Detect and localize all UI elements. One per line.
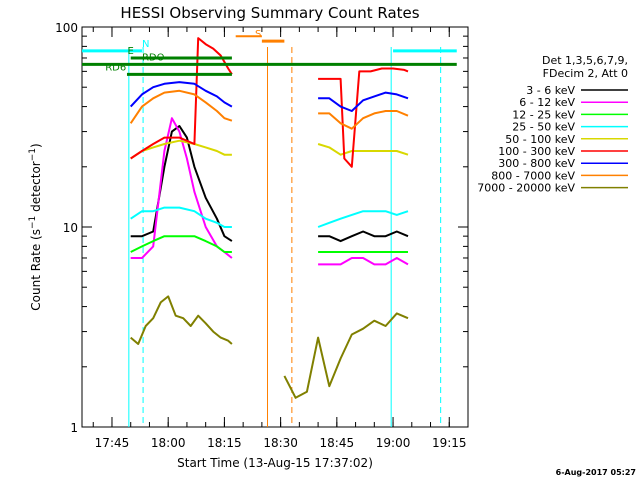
x-tick-label: 17:45	[95, 436, 130, 450]
series-line	[130, 235, 232, 253]
legend-entry-label: 7000 - 20000 keV	[477, 182, 575, 195]
legend-entry-label: 6 - 12 keV	[519, 96, 575, 109]
flag-label: S	[255, 29, 261, 40]
plot-area: NSRDORD6E	[81, 26, 469, 428]
flag-label: E	[128, 46, 134, 57]
series-line	[130, 125, 233, 242]
series-line	[130, 295, 233, 345]
series-line	[318, 257, 409, 266]
y-tick-label: 100	[55, 21, 78, 35]
legend-entry-label: 800 - 7000 keV	[491, 169, 575, 182]
y-tick-label: 10	[63, 221, 78, 235]
footer-timestamp: 6-Aug-2017 05:27	[556, 468, 636, 477]
legend-entry-label: 12 - 25 keV	[512, 108, 575, 121]
series-line	[129, 81, 233, 108]
legend-header-line-2: FDecim 2, Att 0	[543, 67, 628, 80]
y-tick-label: 1	[70, 421, 78, 435]
legend-entry-label: 25 - 50 keV	[512, 121, 575, 134]
x-tick-label: 18:30	[263, 436, 298, 450]
flag-label: N	[142, 39, 149, 50]
legend-header-line-1: Det 1,3,5,6,7,9,	[542, 54, 628, 67]
series-line	[130, 139, 232, 160]
plot-frame	[81, 26, 469, 428]
x-tick-label: 18:00	[151, 436, 186, 450]
series-line	[317, 210, 409, 228]
legend-entry-label: 300 - 800 keV	[498, 157, 575, 170]
legend-entry-label: 50 - 100 keV	[505, 133, 575, 146]
chart-title: HESSI Observing Summary Count Rates	[120, 4, 419, 22]
y-axis: 1 10 100	[55, 21, 468, 435]
series-line	[130, 206, 232, 228]
series-line	[283, 312, 409, 399]
x-axis-label: Start Time (13-Aug-15 17:37:02)	[177, 456, 373, 470]
series-line	[318, 91, 409, 112]
legend: Det 1,3,5,6,7,9, FDecim 2, Att 0 3 - 6 k…	[477, 54, 628, 195]
y-axis-label: Count Rate (s−1 detector−1)	[28, 143, 43, 310]
series-line	[318, 110, 409, 130]
x-tick-label: 18:45	[320, 436, 355, 450]
x-tick-label: 18:15	[207, 436, 242, 450]
x-axis: 17:45 18:00 18:15 18:30 18:45 19:00 19:15	[92, 27, 469, 450]
flag-label: RD6	[105, 62, 126, 73]
series-line	[129, 89, 233, 124]
series-line	[318, 67, 409, 168]
x-tick-label: 19:15	[432, 436, 467, 450]
series-line	[317, 143, 409, 156]
series-line	[318, 230, 409, 243]
legend-entry-label: 100 - 300 keV	[498, 145, 575, 158]
legend-entry-label: 3 - 6 keV	[526, 84, 575, 97]
x-tick-label: 19:00	[376, 436, 411, 450]
